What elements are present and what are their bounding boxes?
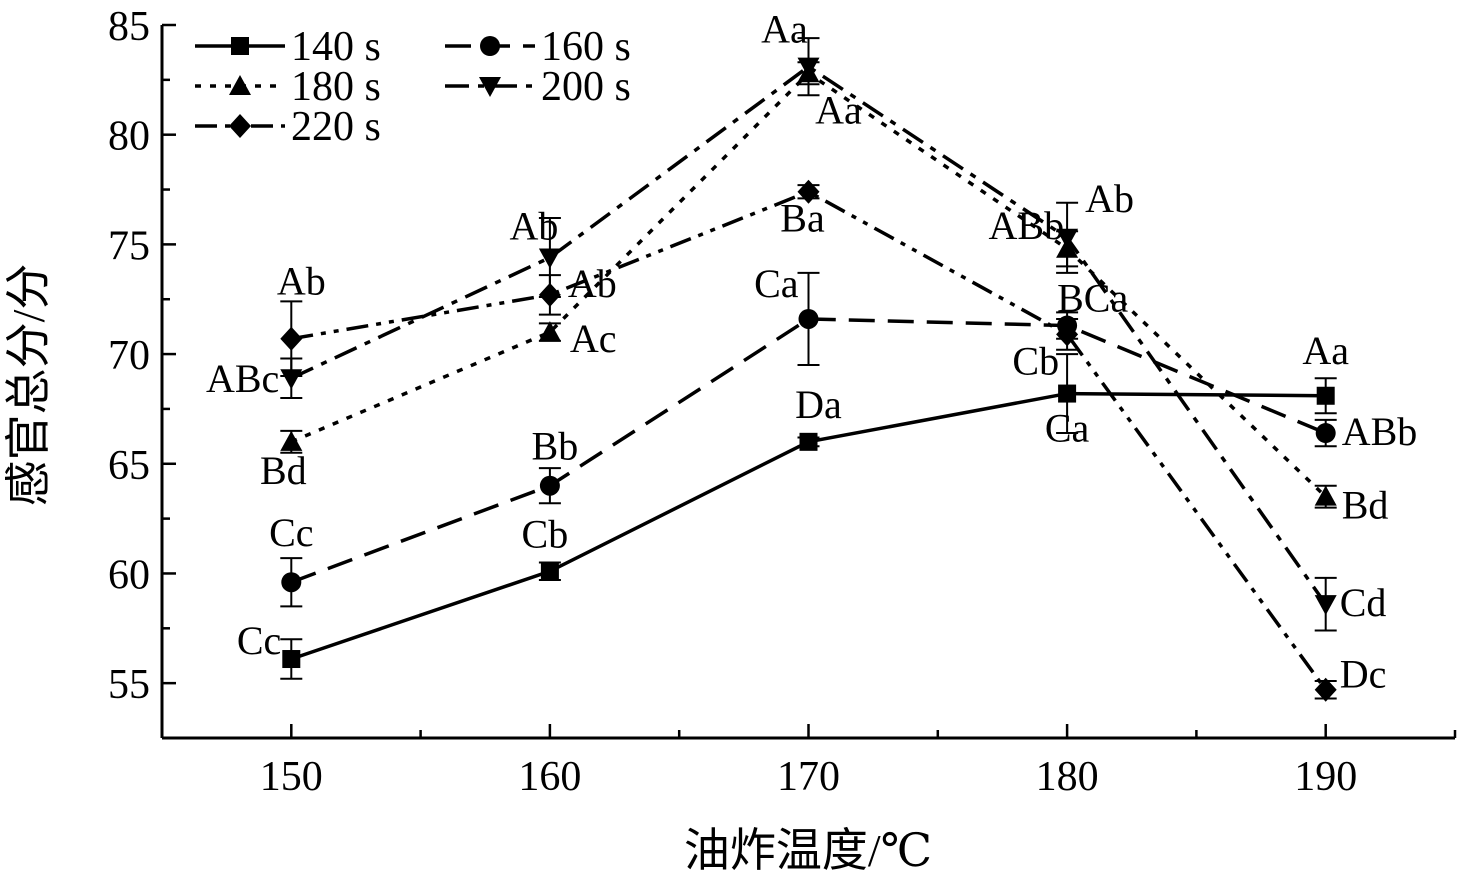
significance-label: Bd: [1342, 483, 1389, 528]
significance-label: Ab: [568, 261, 617, 306]
x-tick-label: 180: [1036, 754, 1099, 800]
y-tick-label: 85: [108, 4, 150, 50]
y-tick-label: 80: [108, 114, 150, 160]
y-tick-label: 65: [108, 443, 150, 489]
marker-diamond: [1056, 322, 1079, 347]
marker-circle: [539, 475, 560, 496]
y-tick-label: 55: [108, 662, 150, 708]
significance-label: Ca: [1045, 406, 1090, 451]
marker-square: [540, 562, 559, 581]
marker-triangle-up: [229, 75, 251, 95]
significance-label: ABb: [989, 203, 1065, 248]
significance-label: Cc: [269, 510, 313, 555]
x-axis-title: 油炸温度/℃: [684, 825, 932, 874]
marker-diamond: [1314, 677, 1337, 702]
legend-entry: 200 s: [445, 64, 631, 110]
marker-circle: [1315, 423, 1336, 444]
marker-diamond: [538, 282, 561, 307]
significance-label: Ca: [754, 261, 799, 306]
marker-circle: [281, 572, 302, 593]
marker-triangle-down: [479, 77, 501, 97]
axes: 150 160 170 180 190 55 60 65 70 75 80 85: [108, 4, 1457, 800]
legend-label: 200 s: [541, 64, 631, 110]
significance-label: Cb: [1012, 338, 1059, 383]
y-tick-label: 70: [108, 333, 150, 379]
marker-diamond: [280, 326, 303, 351]
legend-label: 180 s: [291, 64, 381, 110]
marker-triangle-down: [1314, 595, 1337, 616]
significance-label: Da: [795, 382, 842, 427]
marker-triangle-down: [1056, 228, 1079, 249]
legend-entry: 160 s: [445, 24, 631, 70]
legend-entry: 180 s: [195, 64, 381, 110]
marker-square: [799, 432, 818, 451]
x-tick-label: 170: [777, 754, 840, 800]
significance-label: Bd: [260, 448, 307, 493]
significance-label: Ab: [1085, 176, 1134, 221]
marker-triangle-up: [538, 321, 561, 342]
x-tick-label: 160: [518, 754, 581, 800]
marker-diamond: [229, 114, 251, 138]
significance-label: Aa: [1302, 328, 1349, 373]
legend-entry: 220 s: [195, 104, 381, 150]
x-tick-label: 190: [1294, 754, 1357, 800]
significance-label: Cc: [237, 618, 281, 663]
significance-label: BCa: [1057, 276, 1128, 321]
series-140s: [280, 353, 1337, 680]
marker-triangle-up: [1314, 485, 1337, 506]
marker-triangle-down: [538, 248, 561, 269]
marker-square: [1058, 384, 1077, 403]
significance-labels: Cc Cb Da Ca Aa Cc Bb Ca BCa ABb Bd Ac Aa ABb Bd ABc Ab Aa…: [206, 7, 1417, 697]
series-220s: [280, 179, 1337, 702]
series-line: [291, 189, 1328, 691]
series-layer: [280, 37, 1337, 702]
significance-label: ABb: [1342, 409, 1418, 454]
y-axis-title: 感官总分/分: [3, 264, 54, 507]
marker-circle: [798, 308, 819, 329]
significance-label: ABc: [206, 356, 279, 401]
marker-triangle-down: [280, 369, 303, 390]
marker-triangle-down: [797, 57, 820, 78]
significance-label: Bb: [532, 424, 579, 469]
significance-label: Ab: [509, 204, 558, 249]
significance-label: Ac: [570, 316, 617, 361]
marker-square: [1316, 386, 1335, 405]
y-tick-label: 75: [108, 223, 150, 269]
significance-label: Aa: [761, 7, 808, 52]
legend: 140 s 160 s 180 s 200 s 220 s: [195, 24, 631, 150]
marker-square: [231, 37, 249, 55]
legend-label: 160 s: [541, 24, 631, 70]
legend-label: 220 s: [291, 104, 381, 150]
significance-label: Ab: [277, 259, 326, 304]
significance-label: Ba: [780, 196, 825, 241]
y-tick-label: 60: [108, 552, 150, 598]
significance-label: Cd: [1340, 580, 1387, 625]
series-200s: [280, 37, 1337, 632]
legend-label: 140 s: [291, 24, 381, 70]
significance-label: Aa: [815, 87, 862, 132]
marker-diamond: [797, 179, 820, 204]
series-line: [290, 64, 1328, 606]
marker-circle: [480, 36, 500, 56]
marker-triangle-up: [280, 430, 303, 451]
significance-label: Dc: [1340, 652, 1387, 697]
marker-square: [282, 650, 301, 669]
significance-label: Cb: [522, 511, 569, 556]
x-tick-label: 150: [260, 754, 323, 800]
legend-entry: 140 s: [195, 24, 381, 70]
